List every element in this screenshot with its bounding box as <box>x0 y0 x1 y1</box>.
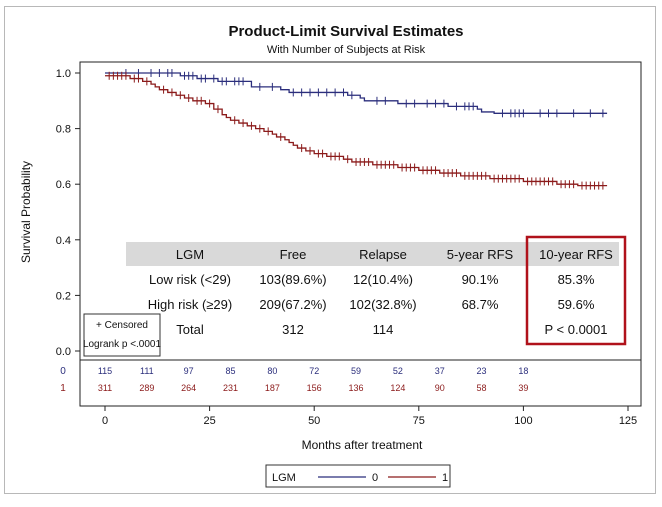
at-risk-count: 136 <box>349 383 364 393</box>
at-risk-count: 111 <box>140 366 154 376</box>
chart-subtitle: With Number of Subjects at Risk <box>267 44 426 56</box>
at-risk-count: 18 <box>518 366 528 376</box>
table-cell: 85.3% <box>558 272 595 287</box>
x-tick-label: 0 <box>102 415 108 427</box>
chart-title: Product-Limit Survival Estimates <box>228 23 463 40</box>
at-risk-count: 156 <box>307 383 322 393</box>
table-cell: P < 0.0001 <box>544 322 607 337</box>
legend-label-group-0: 0 <box>372 472 378 484</box>
x-tick-label: 50 <box>308 415 320 427</box>
legend-box <box>265 464 451 488</box>
table-cell: 209(67.2%) <box>259 297 326 312</box>
at-risk-count: 72 <box>309 366 319 376</box>
survival-curve-group-0 <box>105 72 608 114</box>
legend-title: LGM <box>272 472 296 484</box>
summary-table: LGM Free Relapse 5-year RFS 10-year RFS Low r… <box>148 247 613 337</box>
table-cell: 103(89.6%) <box>259 272 326 287</box>
at-risk-table: 0 115 111 97 85 80 72 59 52 37 23 18 1 311 289 264 231 18… <box>60 366 528 394</box>
table-cell: 68.7% <box>462 297 499 312</box>
at-risk-count: 59 <box>351 366 361 376</box>
x-tick-label: 25 <box>203 415 215 427</box>
table-cell: 102(32.8%) <box>349 297 416 312</box>
table-cell: Total <box>176 322 204 337</box>
at-risk-count: 231 <box>223 383 238 393</box>
x-tick-label: 75 <box>413 415 425 427</box>
y-axis-label: Survival Probability <box>19 161 33 263</box>
table-header-cell: 10-year RFS <box>539 247 613 262</box>
table-cell: 59.6% <box>558 297 595 312</box>
plot-area <box>79 61 642 407</box>
x-tick-label: 125 <box>619 415 637 427</box>
at-risk-count: 80 <box>267 366 277 376</box>
table-cell: 312 <box>282 322 304 337</box>
table-cell: 90.1% <box>462 272 499 287</box>
table-cell: 12(10.4%) <box>353 272 413 287</box>
y-tick-label: 0.8 <box>56 124 71 136</box>
table-header-background <box>126 242 619 266</box>
at-risk-count: 115 <box>98 366 112 376</box>
at-risk-count: 58 <box>477 383 487 393</box>
at-risk-count: 124 <box>390 383 405 393</box>
at-risk-count: 311 <box>98 383 112 393</box>
y-tick-label: 1.0 <box>56 68 71 80</box>
at-risk-group-label: 0 <box>60 366 66 377</box>
censor-legend-box <box>83 313 161 357</box>
y-tick-label: 0.4 <box>56 235 71 247</box>
y-axis: 0.0 0.2 0.4 0.6 0.8 1.0 <box>56 68 80 358</box>
at-risk-count: 23 <box>477 366 487 376</box>
logrank-label: Logrank p <.0001 <box>83 339 162 350</box>
censored-label: + Censored <box>96 320 148 331</box>
survival-curve-group-1 <box>105 75 608 187</box>
at-risk-count: 289 <box>139 383 154 393</box>
survival-curves <box>105 69 608 190</box>
at-risk-group-label: 1 <box>60 383 66 394</box>
y-tick-label: 0.2 <box>56 290 71 302</box>
at-risk-count: 97 <box>184 366 194 376</box>
y-tick-label: 0.0 <box>56 346 71 358</box>
ten-year-highlight-box <box>525 235 627 346</box>
table-header-cell: 5-year RFS <box>447 247 514 262</box>
at-risk-count: 90 <box>435 383 445 393</box>
table-cell: Low risk (<29) <box>149 272 231 287</box>
legend-label-group-1: 1 <box>442 472 448 484</box>
at-risk-count: 85 <box>226 366 236 376</box>
x-axis-label: Months after treatment <box>302 438 423 452</box>
table-cell: 114 <box>373 322 394 337</box>
x-tick-label: 100 <box>514 415 532 427</box>
at-risk-count: 264 <box>181 383 196 393</box>
at-risk-count: 39 <box>518 383 528 393</box>
table-cell: High risk (≥29) <box>148 297 232 312</box>
table-header-cell: Free <box>280 247 307 262</box>
at-risk-count: 37 <box>435 366 445 376</box>
x-axis: 0 25 50 75 100 125 <box>102 406 637 427</box>
y-tick-label: 0.6 <box>56 179 71 191</box>
at-risk-count: 52 <box>393 366 403 376</box>
at-risk-count: 187 <box>265 383 280 393</box>
figure-frame <box>4 6 656 494</box>
table-header-cell: Relapse <box>359 247 407 262</box>
table-header-cell: LGM <box>176 247 204 262</box>
